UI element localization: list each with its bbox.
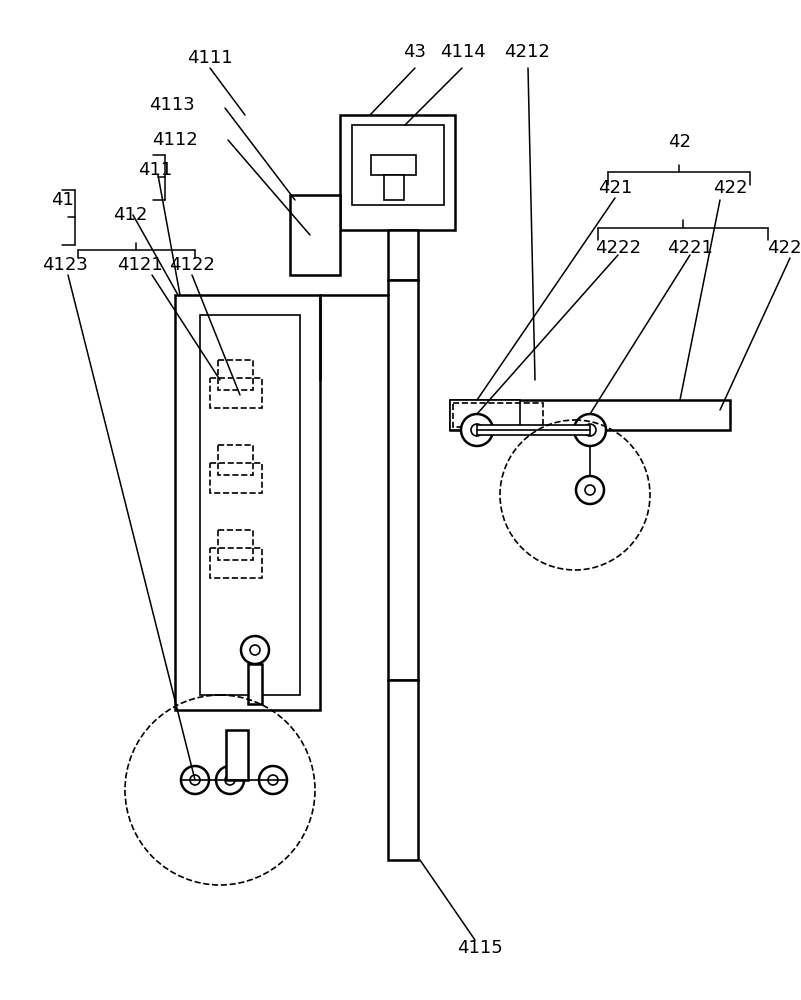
Circle shape — [250, 645, 260, 655]
Bar — [388, 280, 418, 680]
Bar — [218, 445, 253, 475]
Text: 4221: 4221 — [667, 239, 713, 257]
Bar — [340, 115, 455, 230]
Circle shape — [216, 766, 244, 794]
Text: 412: 412 — [113, 206, 147, 224]
Text: 4212: 4212 — [504, 43, 550, 61]
Text: 42: 42 — [669, 133, 691, 151]
Circle shape — [584, 424, 596, 436]
Bar — [450, 400, 730, 430]
Bar — [218, 530, 253, 560]
Text: 41: 41 — [50, 191, 74, 209]
Bar — [388, 680, 418, 860]
Circle shape — [268, 775, 278, 785]
Circle shape — [225, 775, 235, 785]
Circle shape — [471, 424, 483, 436]
Text: 421: 421 — [598, 179, 632, 197]
Bar — [290, 195, 340, 275]
Bar — [384, 175, 404, 200]
Bar — [388, 230, 418, 280]
Bar — [218, 360, 253, 390]
Bar — [477, 425, 590, 435]
Text: 4113: 4113 — [149, 96, 195, 114]
Bar — [200, 315, 300, 695]
Bar — [248, 664, 262, 704]
Text: 4114: 4114 — [440, 43, 486, 61]
Text: 4123: 4123 — [42, 256, 88, 274]
Bar — [175, 295, 320, 710]
Text: 422: 422 — [713, 179, 747, 197]
Text: 4111: 4111 — [187, 49, 233, 67]
Text: 4122: 4122 — [169, 256, 215, 274]
Circle shape — [576, 476, 604, 504]
Circle shape — [181, 766, 209, 794]
Bar — [450, 400, 520, 430]
Text: 4222: 4222 — [595, 239, 641, 257]
Bar — [371, 155, 416, 175]
Circle shape — [585, 485, 595, 495]
Bar — [210, 378, 262, 408]
Circle shape — [259, 766, 287, 794]
Text: 4112: 4112 — [152, 131, 198, 149]
Text: 4121: 4121 — [117, 256, 163, 274]
Circle shape — [190, 775, 200, 785]
Bar — [226, 730, 248, 780]
Text: 4223: 4223 — [767, 239, 801, 257]
Bar — [210, 463, 262, 493]
Circle shape — [241, 636, 269, 664]
Circle shape — [574, 414, 606, 446]
Bar — [210, 548, 262, 578]
Circle shape — [461, 414, 493, 446]
Bar — [352, 125, 444, 205]
Text: 43: 43 — [404, 43, 426, 61]
Bar — [453, 403, 543, 427]
Text: 4115: 4115 — [457, 939, 503, 957]
Text: 411: 411 — [138, 161, 172, 179]
